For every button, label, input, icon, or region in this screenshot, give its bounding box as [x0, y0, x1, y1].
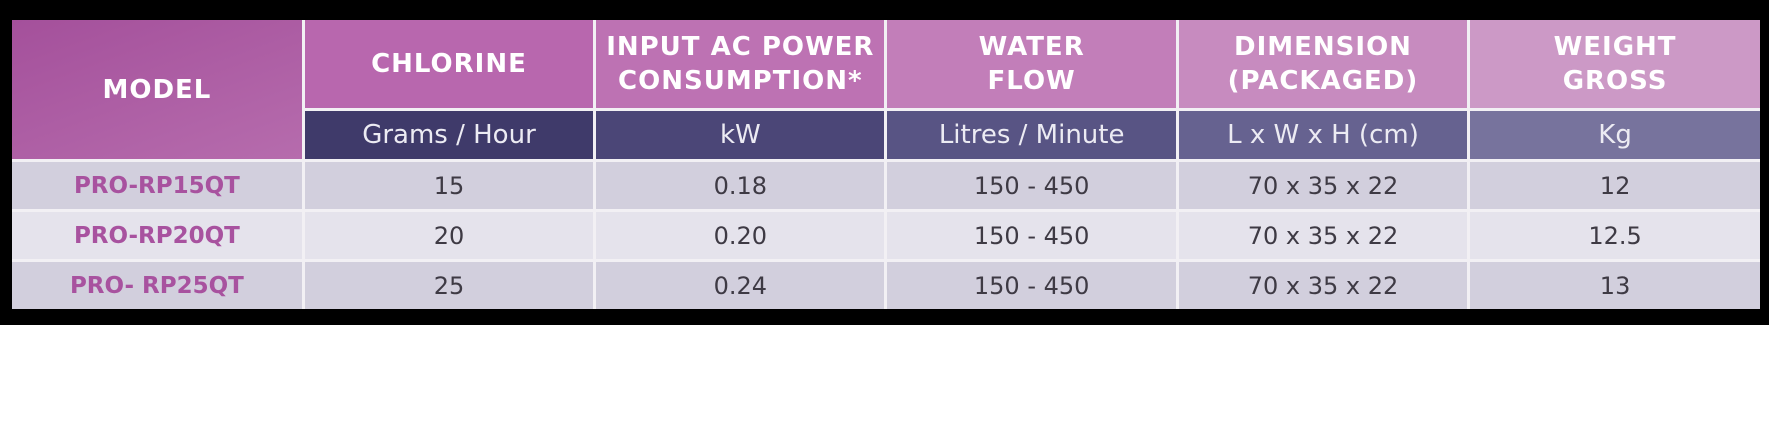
chlorine-header: CHLORINE — [301, 20, 597, 111]
power-cell: 0.24 — [593, 259, 888, 309]
chlorine-cell: 20 — [301, 209, 597, 262]
weight-unit: Kg — [1467, 108, 1760, 162]
header-title-line: WEIGHT — [1553, 32, 1677, 62]
unit-row: Grams / Hour kW Litres / Minute L x W x … — [12, 108, 1760, 162]
water-flow-unit: Litres / Minute — [884, 108, 1179, 162]
header-title-line: INPUT AC POWER — [606, 32, 875, 62]
model-cell: PRO-RP15QT — [12, 159, 305, 212]
table-row: PRO- RP25QT 25 0.24 150 - 450 70 x 35 x … — [12, 259, 1760, 309]
chlorine-unit: Grams / Hour — [303, 108, 597, 162]
weight-cell: 12 — [1467, 159, 1760, 212]
header-title-line: GROSS — [1562, 66, 1668, 96]
dimension-cell: 70 x 35 x 22 — [1175, 159, 1471, 212]
weight-cell: 13 — [1467, 259, 1760, 309]
weight-header: WEIGHT GROSS — [1467, 20, 1760, 111]
header-title-line: DIMENSION — [1234, 32, 1412, 62]
chlorine-cell: 25 — [301, 259, 597, 309]
model-cell: PRO-RP20QT — [12, 209, 305, 262]
header-title-line: CHLORINE — [371, 49, 527, 79]
model-header: MODEL — [12, 20, 305, 162]
header-title-line: (PACKAGED) — [1227, 66, 1419, 96]
power-cell: 0.20 — [593, 209, 888, 262]
water-flow-header: WATER FLOW — [884, 20, 1179, 111]
weight-cell: 12.5 — [1467, 209, 1760, 262]
water-flow-cell: 150 - 450 — [884, 209, 1179, 262]
spec-table: MODEL CHLORINE INPUT AC POWER CONSUMPTION… — [12, 20, 1760, 309]
chlorine-cell: 15 — [301, 159, 597, 212]
model-cell: PRO- RP25QT — [12, 259, 305, 309]
water-flow-cell: 150 - 450 — [884, 259, 1179, 309]
dimension-header: DIMENSION (PACKAGED) — [1175, 20, 1471, 111]
header-title-line: CONSUMPTION* — [618, 66, 863, 96]
power-header: INPUT AC POWER CONSUMPTION* — [593, 20, 888, 111]
table-row: PRO-RP15QT 15 0.18 150 - 450 70 x 35 x 2… — [12, 159, 1760, 212]
dimension-cell: 70 x 35 x 22 — [1175, 259, 1471, 309]
power-cell: 0.18 — [593, 159, 888, 212]
header-title-line: WATER — [978, 32, 1085, 62]
header-row: MODEL CHLORINE INPUT AC POWER CONSUMPTION… — [12, 20, 1760, 162]
power-unit: kW — [593, 108, 888, 162]
water-flow-cell: 150 - 450 — [884, 159, 1179, 212]
dimension-unit: L x W x H (cm) — [1175, 108, 1471, 162]
table-row: PRO-RP20QT 20 0.20 150 - 450 70 x 35 x 2… — [12, 209, 1760, 262]
header-title-line: FLOW — [987, 66, 1076, 96]
dimension-cell: 70 x 35 x 22 — [1175, 209, 1471, 262]
